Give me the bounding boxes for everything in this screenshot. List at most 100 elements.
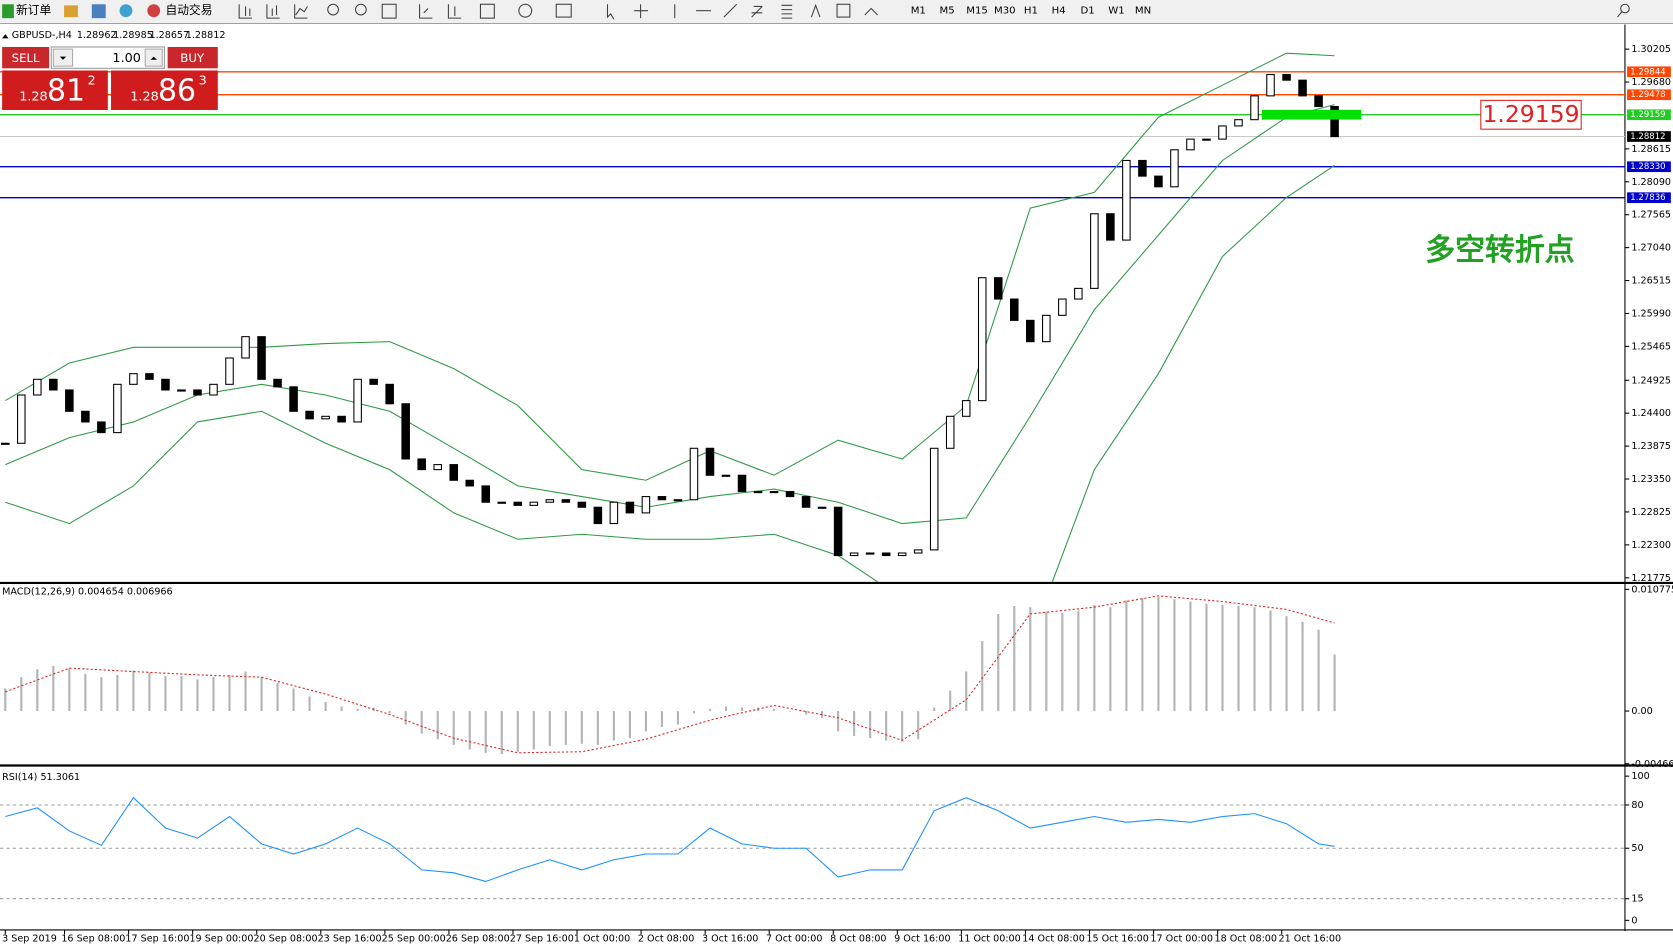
lot-value[interactable]: 1.00	[112, 51, 140, 66]
macd-bar	[1061, 612, 1064, 712]
tool-icon[interactable]	[354, 3, 367, 16]
macd-bar	[116, 674, 119, 712]
tool-icon[interactable]	[447, 4, 462, 19]
timeframe[interactable]: H1	[1024, 6, 1038, 17]
timeframe[interactable]: MN	[1135, 6, 1151, 17]
x-tick-label: 1 Oct 00:00	[574, 933, 630, 944]
y-tick-label: 1.28615	[1631, 144, 1671, 155]
search-icon[interactable]	[1620, 3, 1630, 14]
macd-bar	[772, 708, 776, 712]
candle	[65, 389, 74, 412]
macd-bar	[981, 641, 984, 712]
tool-icon[interactable]	[836, 3, 851, 18]
x-tick-label: 15 Oct 16:00	[1086, 933, 1149, 944]
macd-bar	[228, 674, 231, 712]
ohlc-value: 1.28812	[186, 30, 226, 41]
x-tick-label: 7 Oct 00:00	[766, 933, 822, 944]
candle	[353, 378, 362, 423]
y-tick-label: 1.26515	[1631, 276, 1671, 287]
tool-icon[interactable]	[91, 4, 106, 19]
y-tick-label: 80	[1631, 800, 1643, 811]
search-icon[interactable]	[1617, 11, 1623, 18]
y-tick-label: 50	[1631, 843, 1643, 854]
tool-icon[interactable]	[864, 7, 878, 16]
tool-icon[interactable]	[751, 5, 763, 18]
bollinger-lower	[5, 165, 1335, 582]
y-tick-label: 100	[1631, 771, 1649, 782]
candle	[433, 464, 442, 471]
tool-icon[interactable]	[781, 4, 793, 19]
candle	[721, 474, 731, 477]
candle	[305, 410, 314, 420]
timeframe[interactable]: H4	[1052, 6, 1066, 17]
candle	[689, 447, 699, 501]
macd-bar	[548, 711, 551, 747]
timeframe[interactable]: M15	[966, 6, 988, 17]
sell-label[interactable]: SELL	[12, 51, 40, 65]
macd-bar	[660, 711, 663, 727]
x-tick-label: 21 Oct 16:00	[1279, 933, 1342, 944]
ohlc-value: 1.28657	[149, 30, 189, 41]
timeframe[interactable]: W1	[1108, 6, 1124, 17]
tool-icon[interactable]	[238, 4, 252, 19]
tool-icon[interactable]	[381, 3, 397, 19]
candle	[673, 499, 683, 502]
candle	[753, 491, 763, 494]
tool-icon[interactable]	[294, 4, 308, 19]
bid-box[interactable]	[2, 70, 108, 110]
x-tick-label: 17 Sep 16:00	[125, 933, 189, 944]
price-level-label: 1.27836	[1630, 193, 1665, 203]
auto-trade-icon[interactable]	[147, 4, 161, 18]
macd-bar	[644, 711, 647, 732]
auto-trade[interactable]: 自动交易	[165, 3, 212, 17]
candle	[945, 415, 955, 449]
tool-icon[interactable]	[555, 3, 572, 18]
candle	[497, 501, 507, 504]
macd-bar	[340, 706, 343, 712]
tool-icon[interactable]	[634, 4, 649, 19]
y-tick-label: 1.27040	[1631, 243, 1671, 254]
buy-label[interactable]: BUY	[180, 51, 205, 65]
candle	[1138, 159, 1147, 177]
candle	[1266, 74, 1275, 97]
candle	[321, 415, 330, 420]
timeframe[interactable]: M30	[994, 6, 1016, 17]
candle	[833, 506, 843, 557]
tool-icon[interactable]	[606, 4, 615, 20]
lot-box[interactable]	[50, 46, 165, 69]
macd-bar	[1301, 621, 1304, 712]
y-tick-label: 1.24925	[1631, 375, 1671, 386]
new-order-icon[interactable]	[2, 4, 14, 19]
tool-icon[interactable]	[479, 3, 495, 19]
buy-button[interactable]	[167, 46, 218, 69]
timeframe[interactable]: D1	[1080, 6, 1094, 17]
price-level-box	[1627, 192, 1671, 204]
tool-icon[interactable]	[266, 4, 280, 19]
macd-bar	[1093, 604, 1096, 712]
candle	[17, 394, 26, 444]
timeframe[interactable]: M5	[940, 6, 955, 17]
tool-icon[interactable]	[327, 3, 339, 16]
x-tick-label: 3 Sep 2019	[2, 933, 57, 944]
tool-icon[interactable]	[810, 3, 821, 18]
sell-button[interactable]	[2, 46, 50, 69]
timeframe[interactable]: M1	[911, 6, 926, 17]
candle	[561, 499, 571, 503]
macd-bar	[36, 669, 39, 712]
tool-icon[interactable]	[64, 5, 78, 18]
x-tick-label: 19 Sep 00:00	[189, 933, 253, 944]
macd-bar	[676, 711, 680, 725]
new-order[interactable]: 新订单	[16, 3, 51, 17]
candle	[449, 464, 458, 481]
candle	[481, 485, 491, 503]
tool-icon[interactable]	[518, 3, 533, 18]
chart-title: GBPUSD-,H4	[12, 30, 72, 41]
price-level-label: 1.29478	[1630, 90, 1665, 100]
candle	[577, 501, 587, 508]
tool-icon[interactable]	[419, 4, 433, 19]
candle	[33, 378, 42, 396]
ask-box[interactable]	[111, 70, 218, 110]
tool-icon[interactable]	[119, 4, 133, 18]
tool-icon[interactable]	[723, 3, 738, 18]
macd-bar	[292, 688, 295, 712]
